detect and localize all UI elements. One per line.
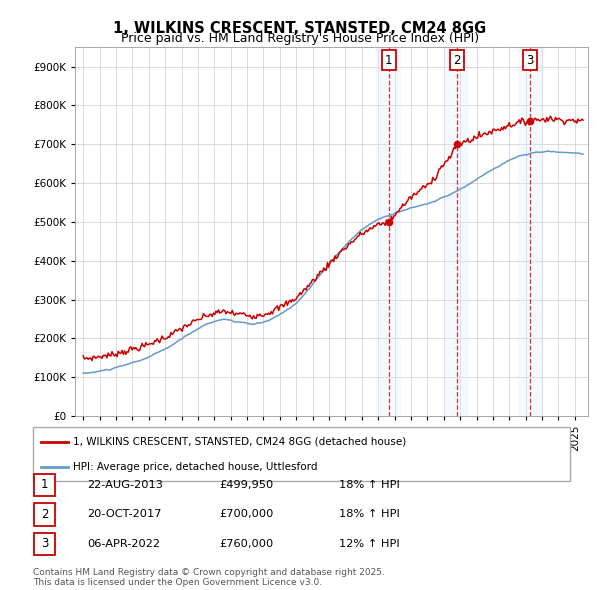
Text: 1, WILKINS CRESCENT, STANSTED, CM24 8GG: 1, WILKINS CRESCENT, STANSTED, CM24 8GG: [113, 21, 487, 35]
Text: 18% ↑ HPI: 18% ↑ HPI: [339, 510, 400, 519]
Text: 18% ↑ HPI: 18% ↑ HPI: [339, 480, 400, 490]
Text: 3: 3: [41, 537, 48, 550]
Text: 2: 2: [41, 508, 48, 521]
Bar: [445, 47, 469, 416]
Text: 1: 1: [385, 54, 392, 67]
Text: 2: 2: [453, 54, 461, 67]
Text: 06-APR-2022: 06-APR-2022: [87, 539, 160, 549]
Bar: [518, 47, 542, 416]
Text: 22-AUG-2013: 22-AUG-2013: [87, 480, 163, 490]
Text: 1, WILKINS CRESCENT, STANSTED, CM24 8GG (detached house): 1, WILKINS CRESCENT, STANSTED, CM24 8GG …: [73, 437, 407, 447]
Text: Contains HM Land Registry data © Crown copyright and database right 2025.
This d: Contains HM Land Registry data © Crown c…: [33, 568, 385, 587]
Text: 20-OCT-2017: 20-OCT-2017: [87, 510, 161, 519]
Text: £499,950: £499,950: [219, 480, 273, 490]
Text: £700,000: £700,000: [219, 510, 274, 519]
Text: 12% ↑ HPI: 12% ↑ HPI: [339, 539, 400, 549]
FancyBboxPatch shape: [34, 503, 55, 526]
FancyBboxPatch shape: [34, 474, 55, 496]
FancyBboxPatch shape: [33, 427, 570, 481]
Text: £760,000: £760,000: [219, 539, 273, 549]
FancyBboxPatch shape: [34, 533, 55, 555]
Text: HPI: Average price, detached house, Uttlesford: HPI: Average price, detached house, Uttl…: [73, 463, 318, 472]
Text: Price paid vs. HM Land Registry's House Price Index (HPI): Price paid vs. HM Land Registry's House …: [121, 32, 479, 45]
Text: 1: 1: [41, 478, 48, 491]
Bar: [376, 47, 401, 416]
Text: 3: 3: [526, 54, 534, 67]
